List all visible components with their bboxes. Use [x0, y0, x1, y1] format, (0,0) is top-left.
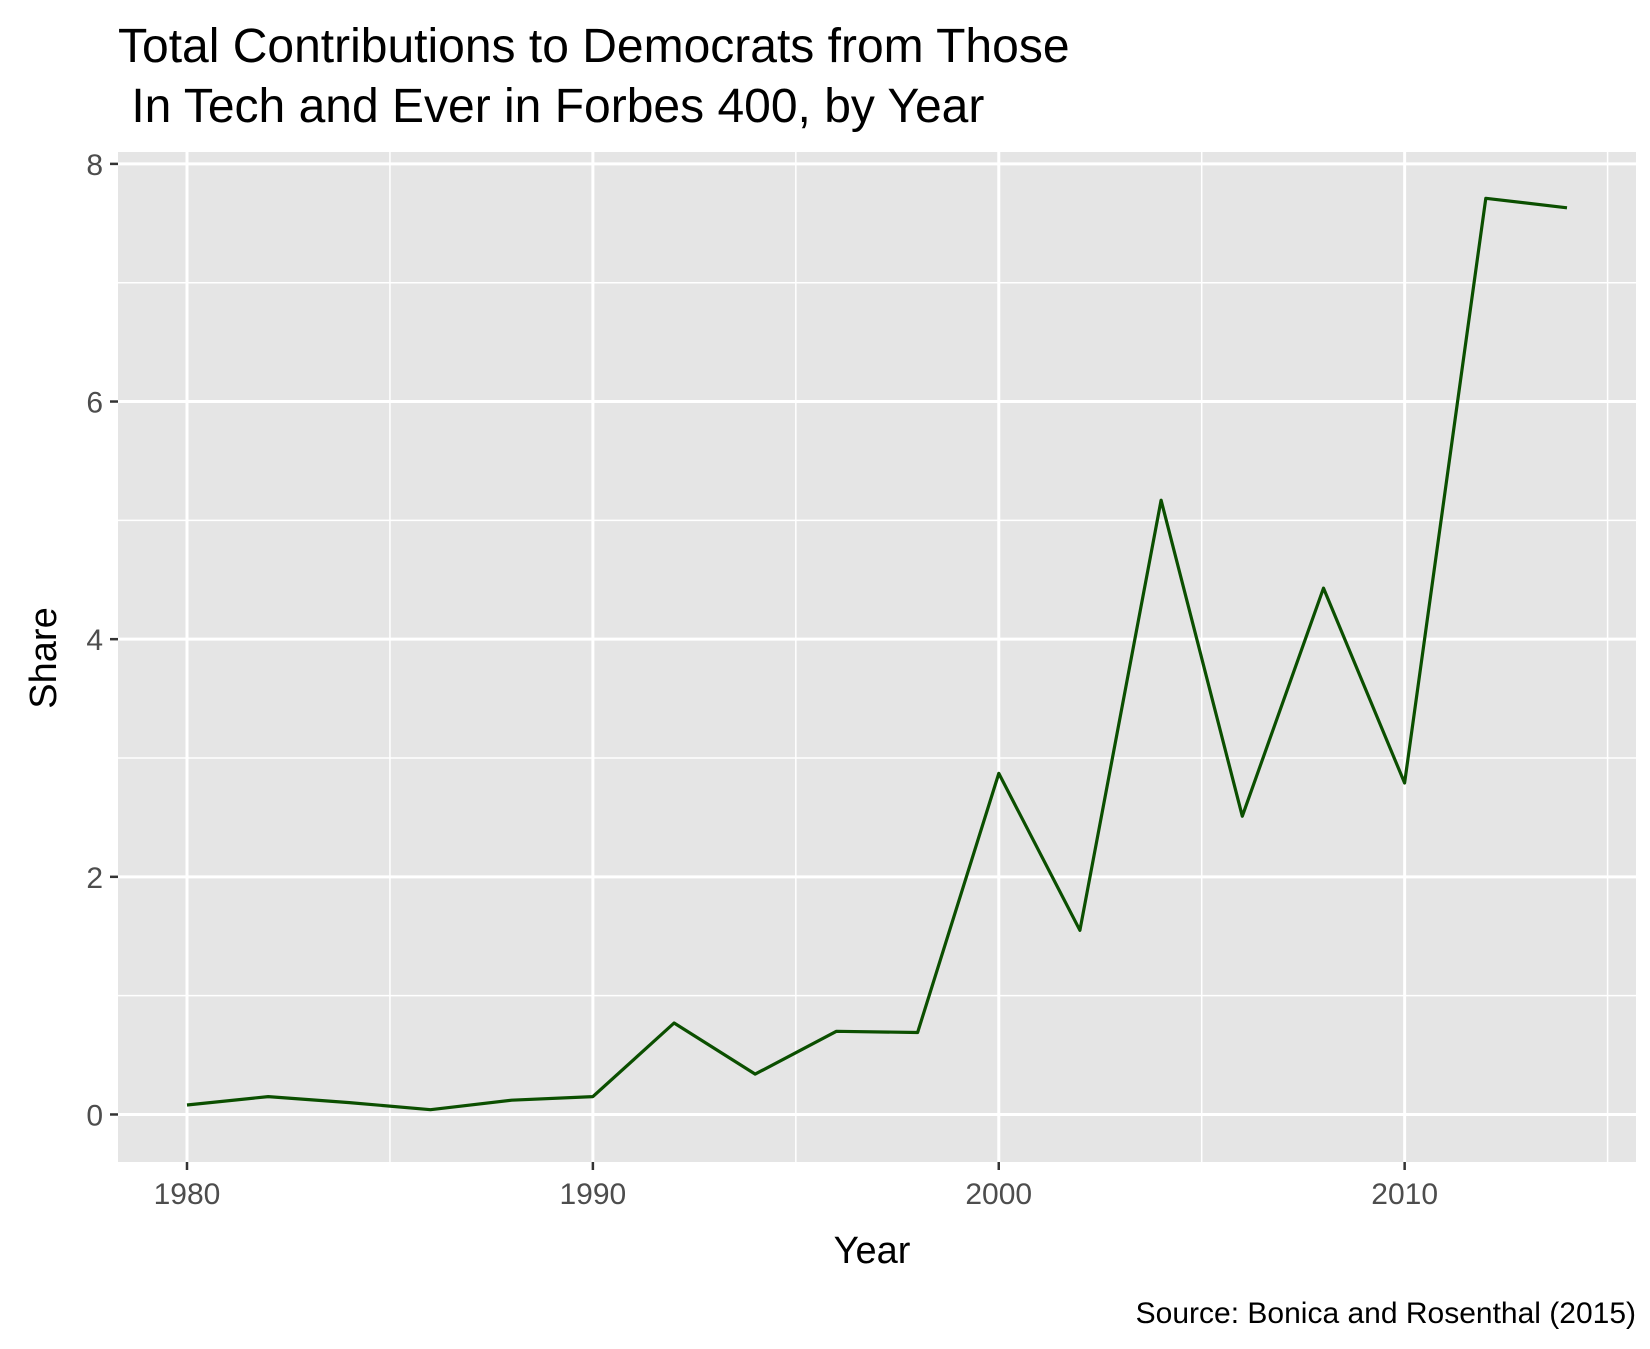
x-tick-label: 2010 [1371, 1178, 1438, 1211]
chart-title: Total Contributions to Democrats from Th… [118, 20, 1070, 133]
series-line-contributions [186, 196, 1568, 1112]
y-tick-label: 8 [86, 149, 103, 182]
minor-gridlines [118, 152, 1636, 1162]
major-gridlines [118, 152, 1636, 1162]
y-tick-label: 4 [86, 624, 103, 657]
x-axis-title: Year [834, 1230, 911, 1272]
y-tick-label: 6 [86, 387, 103, 420]
x-tick-label: 1980 [154, 1178, 221, 1211]
chart-title-line-1: Total Contributions to Democrats from Th… [118, 20, 1070, 73]
x-tick-label: 1990 [560, 1178, 627, 1211]
y-axis-title: Share [23, 607, 65, 708]
source-caption: Source: Bonica and Rosenthal (2015) [1136, 1297, 1636, 1330]
plot-panel [118, 152, 1636, 1162]
x-axis: 1980 1990 2000 2010 [154, 1162, 1438, 1211]
y-tick-label: 0 [86, 1099, 103, 1132]
chart-title-line-2: In Tech and Ever in Forbes 400, by Year [118, 80, 984, 133]
y-axis: 0 2 4 6 8 [86, 149, 118, 1132]
x-tick-label: 2000 [965, 1178, 1032, 1211]
y-tick-label: 2 [86, 862, 103, 895]
